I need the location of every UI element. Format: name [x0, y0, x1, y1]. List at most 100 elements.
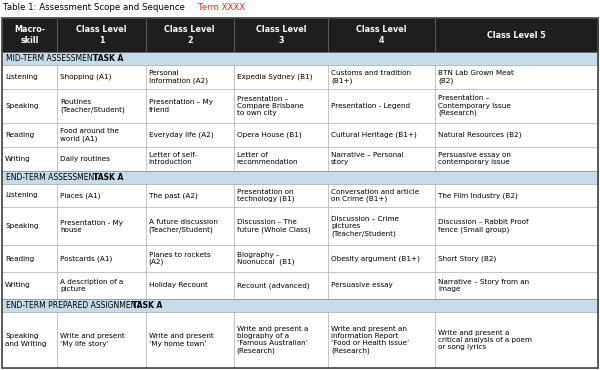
Bar: [58, 123, 146, 147]
Bar: [234, 123, 328, 147]
Bar: [146, 272, 234, 299]
Text: Cultural Heritage (B1+): Cultural Heritage (B1+): [331, 132, 417, 138]
Text: Table 1: Assessment Scope and Sequence: Table 1: Assessment Scope and Sequence: [3, 3, 188, 13]
Bar: [58, 147, 146, 171]
Bar: [58, 245, 146, 272]
Bar: [2, 18, 598, 52]
Text: Listening: Listening: [5, 74, 38, 80]
Bar: [234, 207, 328, 245]
Text: Persuasive essay: Persuasive essay: [331, 282, 393, 289]
Bar: [234, 272, 328, 299]
Bar: [234, 18, 328, 52]
Text: Discussion – The
future (Whole Class): Discussion – The future (Whole Class): [237, 219, 310, 233]
Text: Shopping (A1): Shopping (A1): [61, 74, 112, 80]
Text: Speaking
and Writing: Speaking and Writing: [5, 333, 47, 347]
Text: Narrative – Personal
story: Narrative – Personal story: [331, 152, 404, 165]
Text: Letter of
recommendation: Letter of recommendation: [237, 152, 298, 165]
Bar: [2, 184, 58, 207]
Bar: [146, 18, 234, 52]
Text: Presentation on
technology (B1): Presentation on technology (B1): [237, 189, 295, 202]
Bar: [2, 171, 598, 184]
Text: Class Level
1: Class Level 1: [76, 25, 127, 45]
Text: END-TERM ASSESSMENT: END-TERM ASSESSMENT: [6, 173, 101, 182]
Bar: [328, 272, 435, 299]
Text: Places (A1): Places (A1): [61, 192, 101, 199]
Text: Presentation - My
house: Presentation - My house: [61, 219, 124, 233]
Bar: [58, 207, 146, 245]
Bar: [328, 65, 435, 89]
Bar: [2, 312, 58, 368]
Text: Reading: Reading: [5, 256, 34, 262]
Text: Everyday life (A2): Everyday life (A2): [149, 132, 213, 138]
Text: Recount (advanced): Recount (advanced): [237, 282, 310, 289]
Text: Obesity argument (B1+): Obesity argument (B1+): [331, 255, 420, 262]
Bar: [328, 89, 435, 123]
Text: Write and present an
information Report
‘Food or Health issue’
(Research): Write and present an information Report …: [331, 326, 409, 354]
Bar: [146, 312, 234, 368]
Text: Discussion – Rabbit Proof
fence (Small group): Discussion – Rabbit Proof fence (Small g…: [438, 219, 529, 233]
Text: BTN Lab Grown Meat
(B2): BTN Lab Grown Meat (B2): [438, 70, 514, 84]
Text: TASK A: TASK A: [93, 173, 124, 182]
Text: Listening: Listening: [5, 192, 38, 198]
Text: Natural Resources (B2): Natural Resources (B2): [438, 132, 522, 138]
Bar: [2, 52, 598, 65]
Bar: [328, 184, 435, 207]
Text: Presentation – My
friend: Presentation – My friend: [149, 99, 212, 112]
Bar: [234, 65, 328, 89]
Text: END-TERM PREPARED ASSIGNMENT: END-TERM PREPARED ASSIGNMENT: [6, 301, 143, 310]
Text: Short Story (B2): Short Story (B2): [438, 255, 497, 262]
Text: Class Level
4: Class Level 4: [356, 25, 407, 45]
Bar: [58, 18, 146, 52]
Text: Biography –
Noonuccal  (B1): Biography – Noonuccal (B1): [237, 252, 295, 265]
Bar: [435, 312, 598, 368]
Bar: [2, 207, 58, 245]
Text: Write and present a
biography of a
‘Famous Australian’
(Research): Write and present a biography of a ‘Famo…: [237, 326, 308, 354]
Bar: [435, 245, 598, 272]
Text: Class Level
2: Class Level 2: [164, 25, 215, 45]
Bar: [58, 89, 146, 123]
Bar: [58, 184, 146, 207]
Bar: [2, 123, 58, 147]
Bar: [234, 245, 328, 272]
Bar: [435, 207, 598, 245]
Text: Speaking: Speaking: [5, 103, 38, 109]
Bar: [234, 312, 328, 368]
Bar: [435, 18, 598, 52]
Text: Postcards (A1): Postcards (A1): [61, 255, 113, 262]
Text: Food around the
world (A1): Food around the world (A1): [61, 128, 119, 142]
Text: The past (A2): The past (A2): [149, 192, 197, 199]
Text: Term XXXX: Term XXXX: [198, 3, 245, 13]
Text: Opera House (B1): Opera House (B1): [237, 132, 301, 138]
Text: Daily routines: Daily routines: [61, 156, 110, 162]
Text: The Film Industry (B2): The Film Industry (B2): [438, 192, 518, 199]
Text: Expedia Sydney (B1): Expedia Sydney (B1): [237, 74, 313, 80]
Text: Letter of self-
introduction: Letter of self- introduction: [149, 152, 197, 165]
Bar: [146, 147, 234, 171]
Bar: [435, 184, 598, 207]
Text: A future discussion
(Teacher/Student): A future discussion (Teacher/Student): [149, 219, 218, 233]
Bar: [234, 184, 328, 207]
Bar: [146, 184, 234, 207]
Text: Writing: Writing: [5, 282, 31, 289]
Text: Write and present
‘My life story’: Write and present ‘My life story’: [61, 333, 125, 347]
Bar: [435, 147, 598, 171]
Bar: [2, 147, 58, 171]
Text: A description of a
picture: A description of a picture: [61, 279, 124, 292]
Text: TASK A: TASK A: [132, 301, 163, 310]
Bar: [2, 299, 598, 312]
Text: Class Level
3: Class Level 3: [256, 25, 306, 45]
Text: Presentation –
Contemporary Issue
(Research): Presentation – Contemporary Issue (Resea…: [438, 95, 511, 117]
Bar: [146, 89, 234, 123]
Bar: [328, 147, 435, 171]
Text: Presentation - Legend: Presentation - Legend: [331, 103, 410, 109]
Bar: [234, 89, 328, 123]
Bar: [234, 147, 328, 171]
Bar: [58, 65, 146, 89]
Text: Conversation and article
on Crime (B1+): Conversation and article on Crime (B1+): [331, 189, 419, 202]
Bar: [2, 18, 58, 52]
Bar: [328, 18, 435, 52]
Bar: [435, 272, 598, 299]
Bar: [146, 123, 234, 147]
Text: Planes to rockets
(A2): Planes to rockets (A2): [149, 252, 210, 265]
Bar: [2, 272, 58, 299]
